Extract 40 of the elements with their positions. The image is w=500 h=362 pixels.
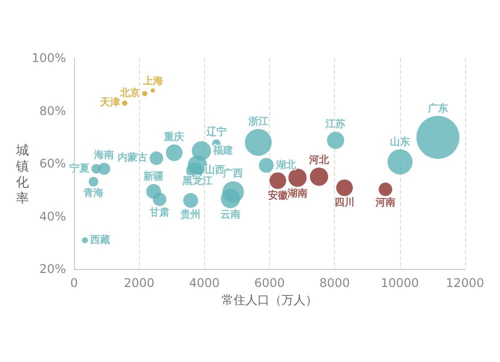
data-label: 广西 xyxy=(222,168,244,180)
data-label: 天津 xyxy=(99,96,120,109)
y-tick-label: 80% xyxy=(39,104,66,118)
y-tick-label: 40% xyxy=(39,209,66,224)
x-tick-label: 4000 xyxy=(189,276,220,290)
x-axis-title: 常住人口（万人） xyxy=(222,292,318,307)
data-label: 甘肃 xyxy=(148,206,170,219)
data-label: 四川 xyxy=(334,196,355,209)
y-tick-label: 20% xyxy=(39,262,66,276)
data-label: 重庆 xyxy=(163,130,184,143)
data-label: 辽宁 xyxy=(205,126,226,138)
data-label: 安徽 xyxy=(268,189,289,202)
data-label: 贵州 xyxy=(180,208,201,220)
data-label: 云南 xyxy=(220,208,240,221)
x-tick-label: 2000 xyxy=(124,276,154,290)
y-tick-label: 60% xyxy=(39,156,66,170)
data-label: 山西 xyxy=(204,164,225,176)
data-label: 河北 xyxy=(308,154,330,166)
data-label: 湖北 xyxy=(274,158,297,171)
data-label: 青海 xyxy=(82,187,104,200)
x-tick-label: 8000 xyxy=(319,276,350,290)
data-label: 上海 xyxy=(142,74,163,87)
data-label: 河南 xyxy=(374,196,396,209)
data-label: 北京 xyxy=(119,87,140,100)
x-tick-label: 6000 xyxy=(254,276,285,290)
data-label: 浙江 xyxy=(247,115,268,128)
y-tick-label: 100% xyxy=(32,51,66,65)
data-label: 新疆 xyxy=(142,170,164,183)
data-label: 宁夏 xyxy=(69,162,90,174)
y-axis-title: 城镇化率 xyxy=(15,144,29,206)
data-label: 海南 xyxy=(93,149,114,162)
data-label: 江苏 xyxy=(324,118,346,130)
data-label: 山东 xyxy=(390,136,410,148)
data-label: 湖南 xyxy=(286,187,308,200)
x-tick-label: 0 xyxy=(70,276,78,290)
data-label: 广东 xyxy=(426,102,448,114)
x-tick-label: 10000 xyxy=(380,276,419,290)
data-label: 内蒙古 xyxy=(118,152,148,164)
data-label: 西藏 xyxy=(89,234,110,246)
x-tick-label: 12000 xyxy=(446,276,484,290)
